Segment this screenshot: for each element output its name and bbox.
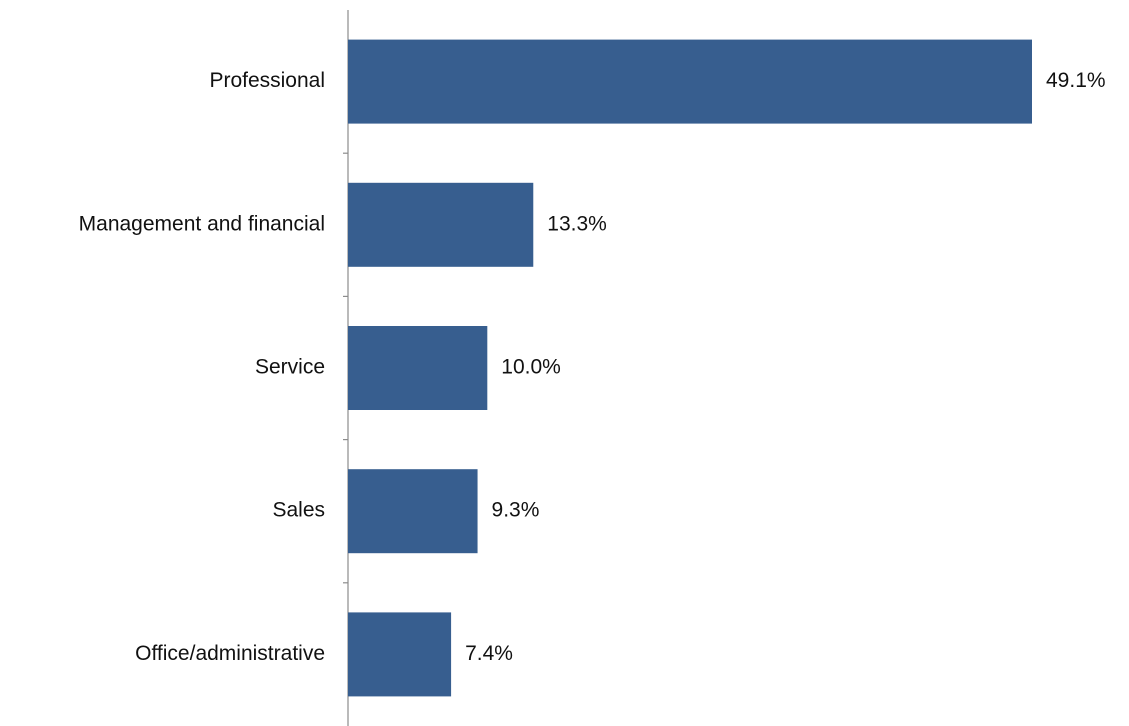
- data-label: 7.4%: [465, 642, 513, 665]
- data-label: 49.1%: [1046, 69, 1106, 92]
- bar: [348, 39, 1032, 124]
- data-label: 10.0%: [501, 356, 561, 379]
- y-tick-label: Management and financial: [79, 212, 325, 235]
- y-tick-label: Service: [255, 356, 325, 379]
- data-label: 13.3%: [547, 212, 607, 235]
- y-tick-label: Sales: [272, 499, 325, 522]
- bar: [348, 612, 452, 697]
- bar: [348, 326, 488, 410]
- y-tick-label: Office/administrative: [135, 642, 325, 665]
- data-label: 9.3%: [492, 499, 540, 522]
- y-tick-label: Professional: [209, 69, 325, 92]
- bar: [348, 182, 534, 267]
- bar: [348, 469, 478, 554]
